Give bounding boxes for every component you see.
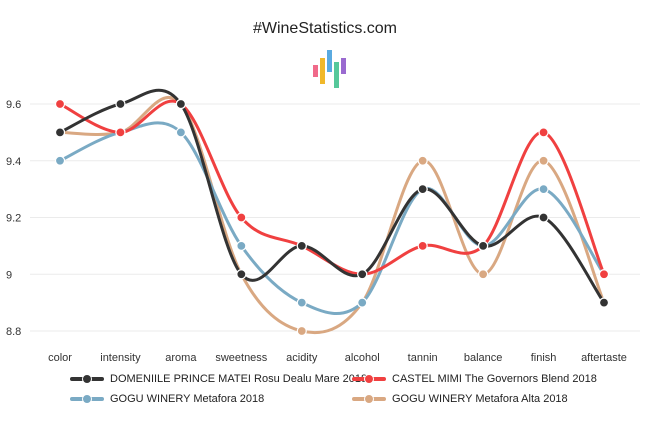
- x-tick-label: aftertaste: [581, 352, 627, 364]
- x-tick-label: balance: [464, 352, 503, 364]
- x-tick-label: sweetness: [215, 352, 267, 364]
- data-point[interactable]: [236, 240, 247, 251]
- logo-bar: [334, 62, 339, 88]
- series-lines: [58, 88, 606, 335]
- data-point[interactable]: [54, 127, 66, 138]
- data-point[interactable]: [175, 127, 186, 138]
- data-point[interactable]: [538, 127, 549, 138]
- chart-title: #WineStatistics.com: [252, 20, 398, 37]
- logo-bar: [341, 58, 346, 74]
- data-point[interactable]: [598, 269, 610, 280]
- data-point[interactable]: [236, 212, 247, 223]
- y-tick-label: 9: [6, 269, 12, 281]
- y-tick-label: 9.2: [6, 213, 21, 225]
- x-tick-label: finish: [531, 352, 557, 364]
- data-point[interactable]: [357, 297, 368, 308]
- logo-bar: [313, 65, 318, 77]
- winestatistics-logo-icon: [313, 50, 346, 88]
- x-tick-label: alcohol: [345, 352, 380, 364]
- series-line: [58, 88, 606, 305]
- series-points: [54, 98, 610, 337]
- data-point[interactable]: [417, 240, 428, 251]
- data-point[interactable]: [175, 98, 186, 110]
- data-point[interactable]: [115, 127, 126, 138]
- x-tick-label: tannin: [408, 352, 438, 364]
- y-tick-label: 8.8: [6, 326, 21, 338]
- series-line: [58, 95, 606, 335]
- x-tick-label: color: [48, 352, 72, 364]
- data-point[interactable]: [357, 269, 368, 280]
- data-point[interactable]: [538, 212, 549, 223]
- logo-bar: [327, 50, 332, 72]
- data-point[interactable]: [538, 155, 549, 166]
- data-point[interactable]: [538, 184, 549, 195]
- data-point[interactable]: [478, 240, 489, 251]
- data-point[interactable]: [478, 269, 489, 280]
- data-point[interactable]: [54, 155, 66, 166]
- data-point[interactable]: [115, 98, 126, 110]
- x-tick-label: intensity: [100, 352, 141, 364]
- y-tick-label: 9.6: [6, 99, 21, 111]
- y-axis-labels: 8.8 9 9.2 9.4 9.6: [6, 99, 21, 338]
- logo-bar: [320, 58, 325, 84]
- data-point[interactable]: [417, 155, 428, 166]
- y-tick-label: 9.4: [6, 156, 21, 168]
- x-tick-label: acidity: [286, 352, 318, 364]
- series-line: [58, 121, 606, 316]
- x-tick-label: aroma: [165, 352, 197, 364]
- x-axis-labels: color intensity aroma sweetness acidity alcoh…: [48, 352, 627, 364]
- data-point[interactable]: [598, 297, 610, 308]
- series-line: [58, 99, 606, 276]
- data-point[interactable]: [417, 184, 428, 195]
- data-point[interactable]: [296, 240, 307, 251]
- data-point[interactable]: [236, 269, 247, 280]
- data-point[interactable]: [296, 325, 307, 337]
- data-point[interactable]: [54, 98, 66, 110]
- data-point[interactable]: [296, 297, 307, 308]
